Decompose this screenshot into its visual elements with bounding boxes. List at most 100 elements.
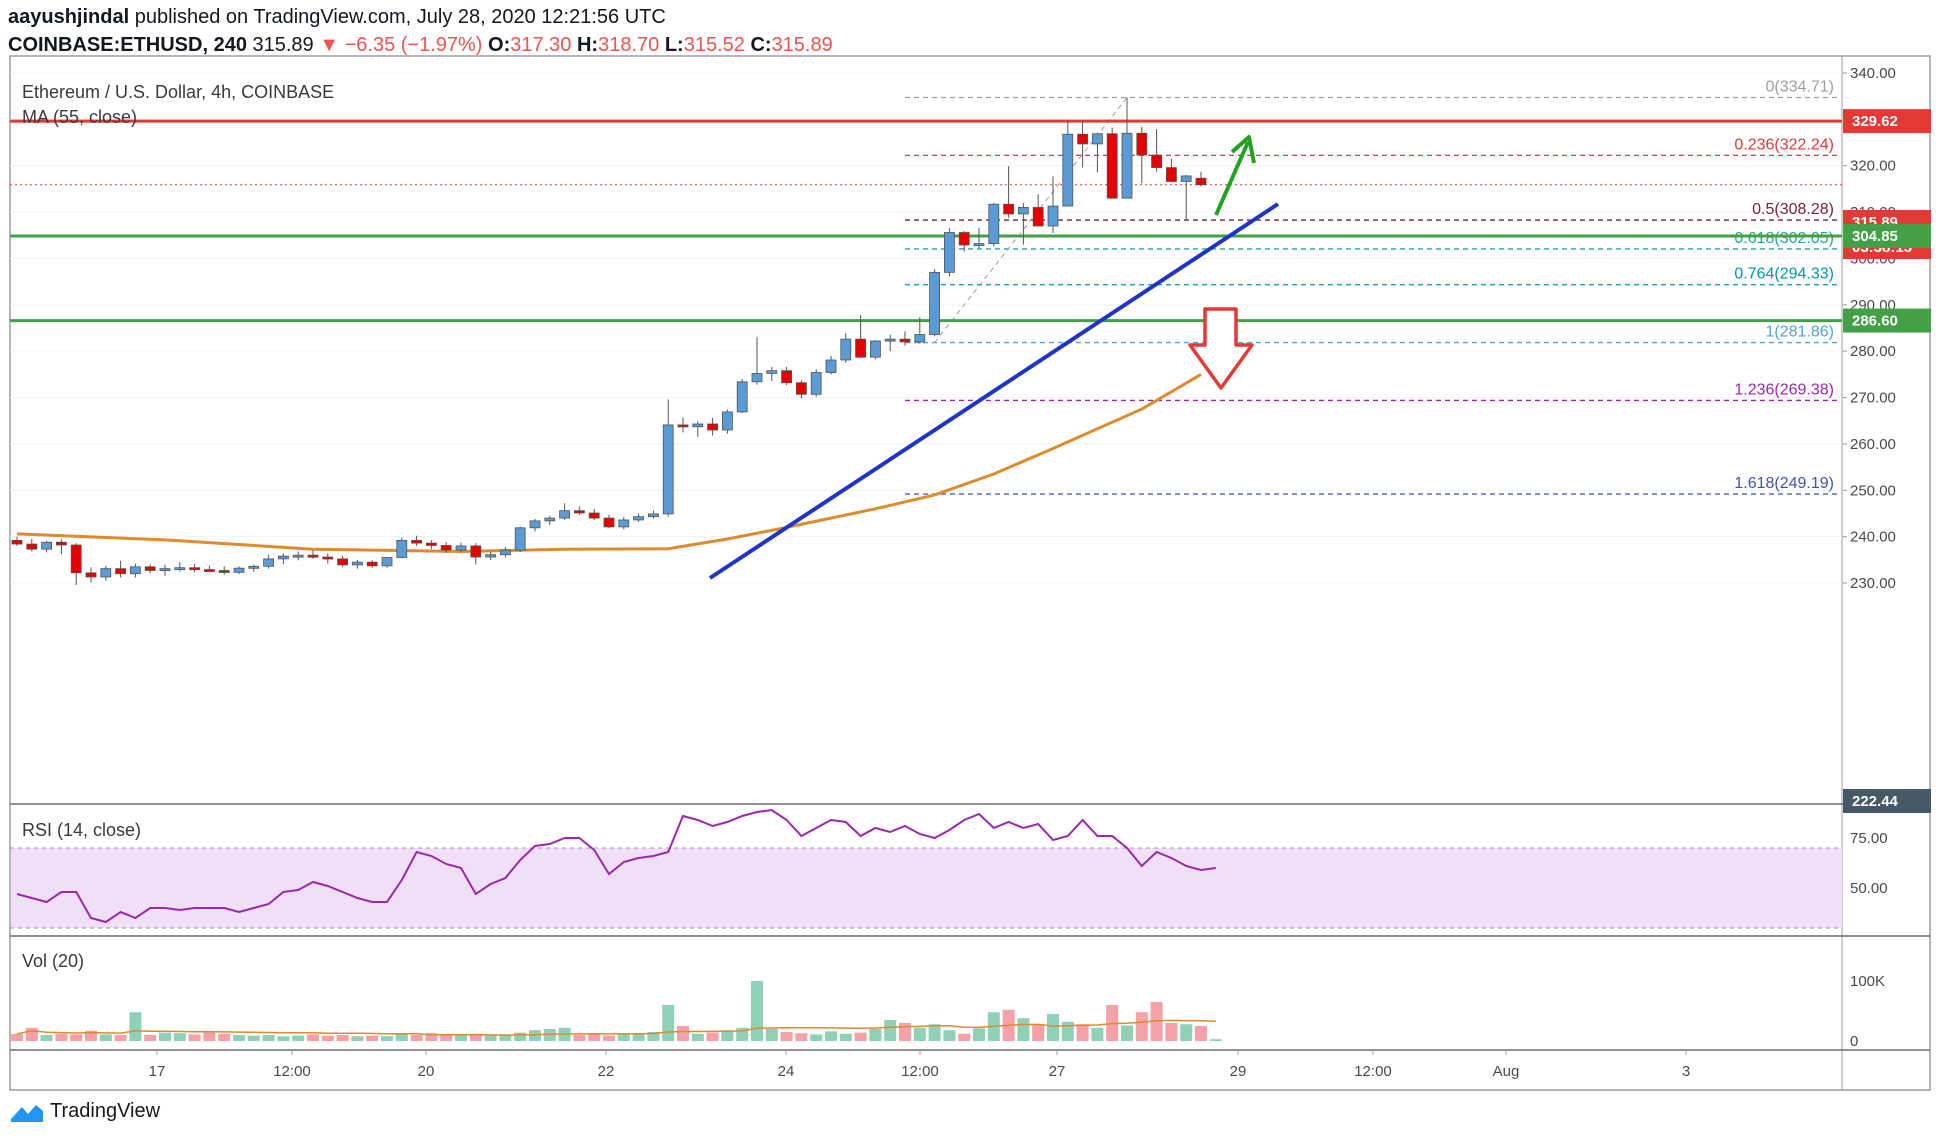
main-grid [10, 72, 1842, 584]
candle-body [1062, 133, 1074, 207]
candle [766, 366, 778, 381]
candle-body [781, 370, 792, 384]
price-change: −6.35 (−1.97%) [344, 34, 483, 56]
candle-body [1195, 177, 1207, 186]
open-value: 317.30 [510, 34, 572, 56]
candle [884, 334, 896, 352]
volume-bar [825, 1031, 837, 1041]
fib-level-label: 0.5(308.28) [1752, 201, 1834, 218]
candle [218, 566, 230, 575]
candle-body [129, 566, 141, 575]
volume-bar [632, 1033, 645, 1041]
candle-body [618, 519, 630, 528]
fib-trend-connector [934, 97, 1128, 343]
candle [485, 551, 497, 560]
candle-body [307, 554, 319, 558]
candle [1062, 120, 1074, 207]
candle-body [870, 340, 881, 358]
candle [440, 542, 452, 553]
candle-body [1003, 203, 1014, 215]
candlestick-series [11, 97, 1207, 585]
candle-body [11, 539, 23, 545]
volume-bar [70, 1034, 83, 1041]
ma-55-line [16, 373, 1202, 554]
candle [56, 539, 67, 555]
candle [722, 409, 733, 434]
author-name[interactable]: aayushjindal [8, 6, 130, 28]
volume-bar [307, 1034, 319, 1041]
volume-bar [129, 1012, 142, 1041]
volume-bar [869, 1029, 882, 1041]
candle-body [973, 243, 985, 247]
volume-bar [1076, 1024, 1089, 1041]
volume-bar [1180, 1024, 1193, 1041]
candle-body [1151, 154, 1162, 168]
time-tick-label: 17 [149, 1063, 166, 1080]
volume-bar [1121, 1025, 1133, 1041]
tradingview-logo[interactable]: TradingView [10, 1100, 160, 1123]
candle-body [707, 423, 718, 431]
volume-bar [277, 1036, 290, 1041]
candle-body [411, 539, 423, 544]
candle-body [263, 558, 275, 567]
outer-border [9, 55, 1931, 1091]
volume-bar [410, 1035, 423, 1041]
candle-body [203, 569, 215, 572]
candle-body [751, 373, 763, 383]
volume-bar [292, 1035, 305, 1041]
volume-bar [1150, 1002, 1163, 1041]
candle-body [692, 423, 704, 428]
fib-level-label: 1.618(249.19) [1734, 475, 1834, 492]
candle [174, 562, 186, 572]
candle [1195, 171, 1207, 187]
candle [810, 369, 822, 397]
candle [366, 560, 378, 568]
volume-bar [943, 1030, 956, 1041]
candle-body [100, 568, 112, 578]
fibonacci-levels[interactable]: 0(334.71) 0.236(322.24) 0.5(308.28) 0.618(3… [905, 79, 1838, 495]
support-resistance-lines[interactable] [10, 119, 1842, 323]
volume-ma-line [16, 1019, 1216, 1036]
candle [544, 515, 556, 526]
volume-bar [795, 1033, 808, 1041]
fib-level-label: 0.618(302.05) [1734, 230, 1834, 247]
time-tick-label: Aug [1493, 1063, 1520, 1080]
price-axis[interactable]: 340.00320.00310.00300.00290.00280.00270.… [1842, 65, 1931, 813]
candle-body [41, 541, 52, 550]
volume-bar [913, 1027, 926, 1041]
price-tag [1843, 308, 1931, 333]
chart-frame [9, 55, 1931, 1091]
candle-body [944, 232, 955, 273]
volume-bar [159, 1032, 171, 1041]
candle [100, 565, 112, 581]
rsi-line [16, 808, 1216, 924]
candle-body [677, 424, 689, 428]
time-tick-label: 22 [598, 1063, 615, 1080]
candle [1032, 194, 1044, 227]
drawings[interactable] [708, 135, 1280, 580]
volume-bar [514, 1032, 527, 1041]
time-axis[interactable]: 17 12:00 20 22 24 12:00 27 29 12:00 Aug 3 [149, 1050, 1691, 1080]
candle [944, 227, 955, 277]
candle [455, 542, 467, 552]
candle-body [277, 555, 289, 560]
symbol-label: COINBASE:ETHUSD, 240 [8, 34, 247, 56]
candle-body [1136, 132, 1148, 156]
candle-body [396, 539, 408, 558]
candle-body [544, 517, 556, 522]
volume-bar [11, 1033, 23, 1041]
candle [870, 340, 881, 360]
volume-bar [899, 1023, 911, 1041]
candle [914, 317, 926, 344]
candle [707, 417, 718, 436]
time-tick-label: 12:00 [901, 1063, 939, 1080]
volume-bar [484, 1035, 497, 1041]
candle [781, 366, 792, 386]
price-tag-label: 304.85 [1852, 228, 1898, 245]
candle-body [958, 232, 970, 246]
volume-bar [395, 1033, 408, 1041]
candle [648, 510, 659, 519]
volume-bar [1209, 1039, 1222, 1041]
candle-body [559, 510, 570, 519]
